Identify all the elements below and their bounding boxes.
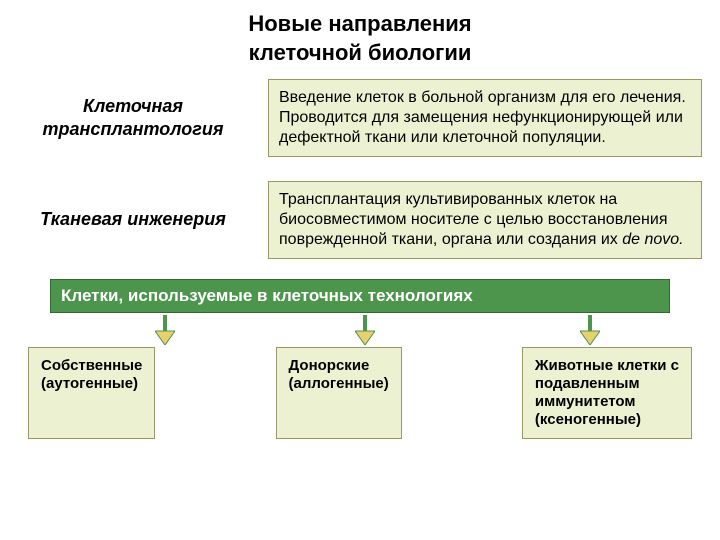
row2-label-text: Тканевая инженерия [40, 208, 226, 231]
box1-line2: (аутогенные) [41, 375, 138, 392]
row1-label: Клеточная трансплантология [18, 79, 248, 157]
bottom-box-1: Собственные (аутогенные) [28, 347, 155, 439]
row1-label-line2: трансплантология [43, 119, 224, 139]
row1-description: Введение клеток в больной организм для е… [268, 79, 702, 157]
row1-label-line1: Клеточная [83, 96, 183, 116]
box3-line4: (ксеногенные) [535, 411, 641, 428]
title-line-2: клеточной биологии [249, 40, 472, 65]
slide-title: Новые направления клеточной биологии [0, 0, 720, 67]
row2-label: Тканевая инженерия [18, 181, 248, 259]
box3-line1: Животные клетки с [535, 357, 679, 374]
box3-line3: иммунитетом [535, 393, 636, 410]
green-bar-text: Клетки, используемые в клеточных техноло… [61, 286, 473, 305]
bottom-row: Собственные (аутогенные) Донорские (алло… [28, 347, 692, 439]
down-arrow-icon [355, 315, 375, 345]
box3-line2: подавленным [535, 375, 640, 392]
box1-line1: Собственные [41, 357, 142, 374]
row2-desc-italic: de novo. [622, 231, 683, 248]
bottom-box-2: Донорские (аллогенные) [276, 347, 402, 439]
box2-line2: (аллогенные) [289, 375, 389, 392]
row-2: Тканевая инженерия Трансплантация культи… [18, 181, 702, 259]
down-arrow-icon [155, 315, 175, 345]
row2-desc-prefix: Трансплантация культивированных клеток н… [279, 191, 668, 248]
bottom-box-3: Животные клетки с подавленным иммунитето… [522, 347, 692, 439]
title-line-1: Новые направления [248, 11, 471, 36]
down-arrow-icon [580, 315, 600, 345]
box2-line1: Донорские [289, 357, 370, 374]
row-1: Клеточная трансплантология Введение клет… [18, 79, 702, 157]
row2-description: Трансплантация культивированных клеток н… [268, 181, 702, 259]
green-bar: Клетки, используемые в клеточных техноло… [50, 279, 670, 313]
